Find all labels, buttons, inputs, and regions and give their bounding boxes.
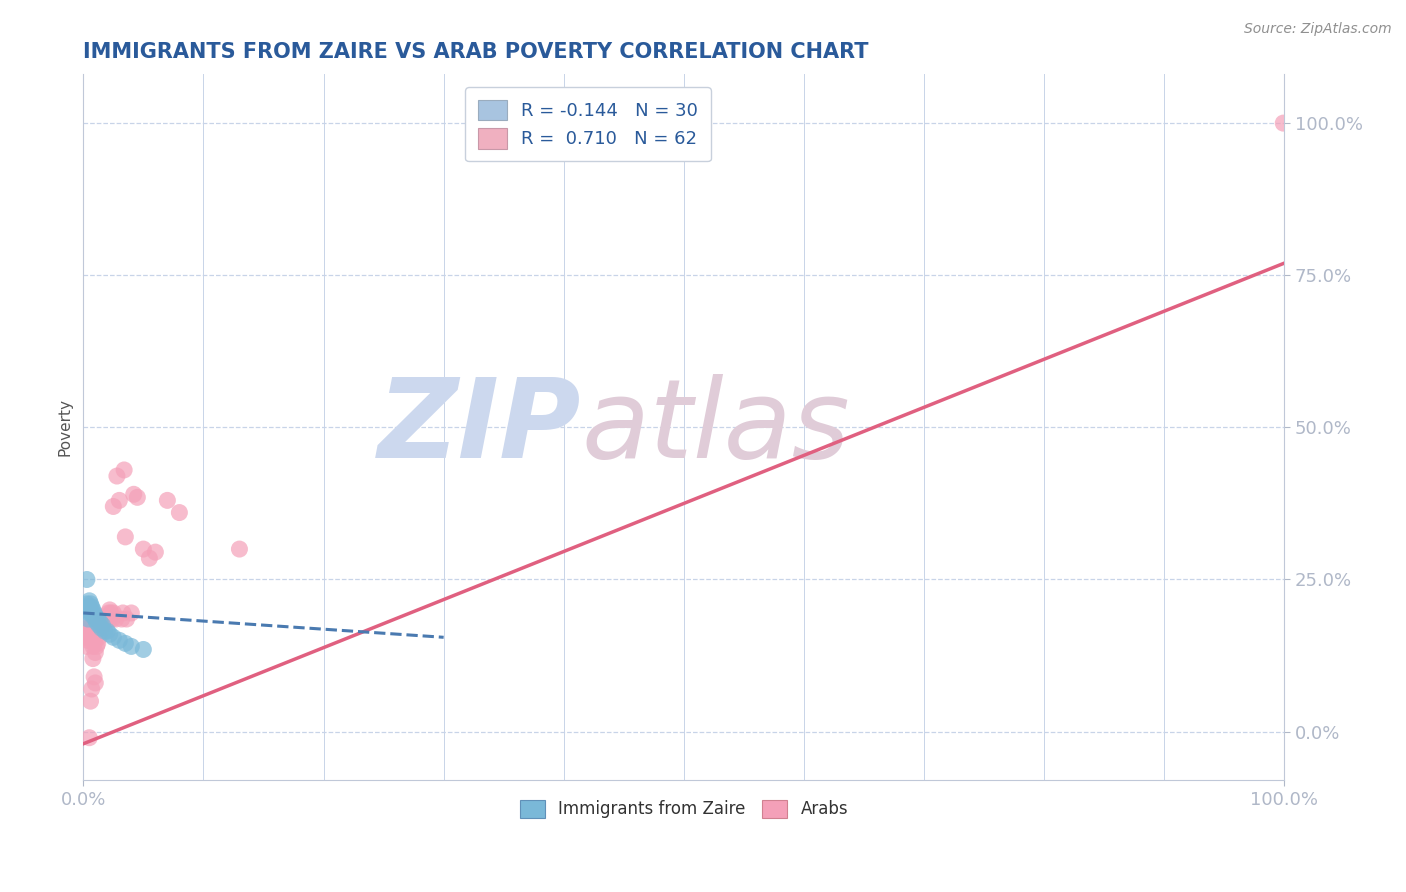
Point (82, 609, 104, 624)
Point (76, 597, 98, 611)
Point (104, 612, 127, 626)
Point (97, 606, 120, 620)
Point (111, 612, 134, 626)
Point (98, 603, 121, 617)
Point (82, 640, 104, 654)
Point (114, 636, 136, 650)
Point (96, 609, 118, 624)
Point (87, 630, 110, 644)
Point (77, 621, 100, 635)
Point (228, 542, 250, 557)
Point (84, 630, 107, 644)
Point (79, 731, 101, 745)
Point (86, 636, 108, 650)
Point (103, 500, 125, 514)
Point (96, 624, 118, 639)
Point (82, 651, 104, 665)
Point (80, 624, 103, 639)
Text: ZIP: ZIP (378, 374, 582, 481)
Point (84, 676, 107, 690)
Text: atlas: atlas (582, 374, 851, 481)
Point (90, 624, 112, 639)
Point (105, 469, 128, 483)
Point (80, 630, 103, 644)
Point (80, 681, 103, 696)
Point (75, 603, 97, 617)
Point (122, 487, 145, 501)
Point (86, 627, 108, 641)
Point (112, 463, 135, 477)
Point (98, 612, 121, 626)
Point (80, 599, 103, 614)
Point (84, 646, 107, 660)
Point (103, 606, 125, 620)
Point (115, 612, 138, 626)
Point (94, 615, 117, 629)
Point (76, 640, 98, 654)
Point (120, 606, 142, 620)
Point (114, 530, 136, 544)
Point (101, 612, 124, 626)
Point (90, 615, 112, 629)
Y-axis label: Poverty: Poverty (58, 399, 72, 457)
Point (90, 621, 112, 635)
Point (79, 694, 101, 708)
Point (108, 493, 131, 508)
Point (89, 615, 111, 629)
Point (143, 545, 166, 559)
Point (93, 612, 115, 626)
Point (82, 630, 104, 644)
Point (127, 491, 149, 505)
Point (120, 640, 142, 654)
Point (87, 621, 110, 635)
Point (77, 612, 100, 626)
Point (79, 627, 101, 641)
Point (84, 609, 107, 624)
Point (86, 640, 108, 654)
Point (79, 630, 101, 644)
Point (100, 606, 122, 620)
Point (169, 506, 191, 520)
Point (132, 642, 155, 657)
Point (1272, 116, 1295, 130)
Point (80, 606, 103, 620)
Point (87, 618, 110, 632)
Point (77, 633, 100, 648)
Point (83, 670, 105, 684)
Point (76, 573, 98, 587)
Point (76, 627, 98, 641)
Point (77, 599, 100, 614)
Point (94, 612, 117, 626)
Point (79, 594, 101, 608)
Point (86, 624, 108, 639)
Point (156, 493, 179, 508)
Point (79, 621, 101, 635)
Point (138, 551, 160, 566)
Text: Source: ZipAtlas.com: Source: ZipAtlas.com (1244, 22, 1392, 37)
Point (94, 624, 117, 639)
Point (103, 630, 125, 644)
Point (79, 618, 101, 632)
Point (79, 597, 101, 611)
Point (79, 603, 101, 617)
Point (82, 603, 104, 617)
Point (89, 618, 111, 632)
Point (83, 636, 105, 650)
Point (84, 612, 107, 626)
Point (108, 633, 131, 648)
Point (86, 615, 108, 629)
Point (75, 630, 97, 644)
Text: IMMIGRANTS FROM ZAIRE VS ARAB POVERTY CORRELATION CHART: IMMIGRANTS FROM ZAIRE VS ARAB POVERTY CO… (83, 42, 869, 62)
Point (83, 606, 105, 620)
Point (79, 606, 101, 620)
Point (86, 612, 108, 626)
Point (98, 627, 121, 641)
Point (132, 542, 155, 557)
Point (111, 606, 134, 620)
Legend: Immigrants from Zaire, Arabs: Immigrants from Zaire, Arabs (513, 793, 855, 825)
Point (91, 618, 114, 632)
Point (91, 618, 114, 632)
Point (83, 627, 105, 641)
